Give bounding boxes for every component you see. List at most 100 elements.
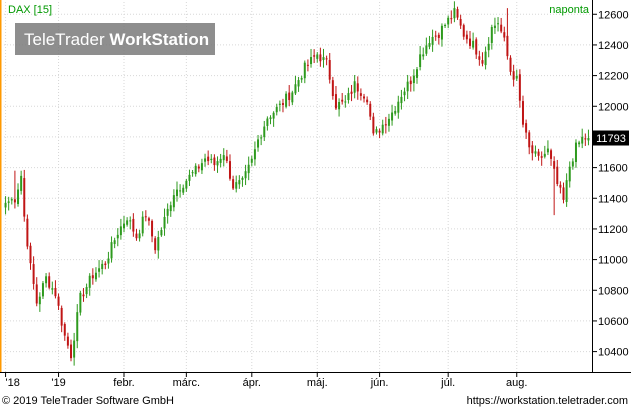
candle-body xyxy=(434,35,437,37)
candle xyxy=(94,267,97,282)
candle xyxy=(394,106,397,116)
candle xyxy=(151,219,154,243)
candle-body xyxy=(182,187,185,193)
candle-body xyxy=(431,36,434,45)
candle-body xyxy=(250,158,253,163)
candle-body xyxy=(116,234,119,239)
candle xyxy=(45,273,48,288)
x-tick-label: febr. xyxy=(113,377,134,389)
candle xyxy=(210,154,213,164)
candle xyxy=(244,164,247,186)
candle-body xyxy=(347,93,350,101)
candle xyxy=(341,92,344,105)
candle-body xyxy=(185,180,188,189)
candle xyxy=(303,60,306,84)
candle-body xyxy=(266,118,269,126)
candle xyxy=(38,292,41,312)
candle xyxy=(204,153,207,167)
candle-body xyxy=(587,138,590,141)
candle xyxy=(550,148,553,166)
candle xyxy=(10,197,13,205)
candle xyxy=(172,189,175,212)
candle xyxy=(328,52,331,84)
candle-body xyxy=(263,126,266,138)
candle-body xyxy=(147,218,150,221)
y-tick-label: 12600 xyxy=(598,9,629,21)
candle-body xyxy=(297,80,300,87)
candle xyxy=(126,217,129,227)
candle-body xyxy=(331,80,334,97)
candle-body xyxy=(525,123,528,133)
candle xyxy=(453,1,456,23)
candle xyxy=(7,196,10,211)
y-tick-label: 12400 xyxy=(598,40,629,52)
candle-body xyxy=(169,205,172,212)
candle xyxy=(391,104,394,126)
candle-body xyxy=(294,84,297,94)
candle-body xyxy=(568,166,571,182)
candle xyxy=(235,175,238,193)
candle xyxy=(518,69,521,108)
candle xyxy=(32,256,35,290)
candle xyxy=(444,23,447,28)
candle-body xyxy=(247,164,250,174)
candle-body xyxy=(553,161,556,169)
candle xyxy=(123,215,126,233)
candle xyxy=(528,130,531,155)
candle-body xyxy=(253,149,256,160)
candle xyxy=(79,290,82,316)
candle-body xyxy=(48,276,51,288)
candle xyxy=(546,140,549,156)
candle-body xyxy=(338,101,341,110)
candle-body xyxy=(82,294,85,297)
candle xyxy=(425,37,428,56)
candle xyxy=(503,26,506,42)
candle-body xyxy=(581,136,584,144)
candle xyxy=(434,30,437,41)
candle-body xyxy=(578,142,581,145)
candle-body xyxy=(57,296,60,306)
candle-body xyxy=(160,229,163,236)
candle xyxy=(322,48,325,68)
candle-body xyxy=(213,157,216,166)
candle-body xyxy=(135,233,138,239)
candle xyxy=(369,101,372,121)
candle-body xyxy=(91,275,94,279)
candle xyxy=(525,119,528,139)
candle xyxy=(278,100,281,112)
grid xyxy=(4,2,592,372)
candle-body xyxy=(543,153,546,157)
candle-body xyxy=(197,166,200,169)
candle xyxy=(119,218,122,240)
y-tick-label: 12000 xyxy=(598,101,629,113)
candle-body xyxy=(475,39,478,55)
candle-body xyxy=(10,199,13,201)
candle xyxy=(300,75,303,83)
candle-body xyxy=(13,199,16,203)
price-tag-box xyxy=(593,130,629,146)
candle xyxy=(188,169,191,187)
candle xyxy=(462,23,465,40)
candle-body xyxy=(459,19,462,26)
candle xyxy=(338,98,341,117)
candle-body xyxy=(63,324,66,336)
candle-body xyxy=(66,336,69,346)
x-tick-label: márc. xyxy=(173,377,201,389)
candle-body xyxy=(562,187,565,200)
candle-body xyxy=(306,64,309,66)
candle xyxy=(135,228,138,241)
candle-body xyxy=(493,25,496,29)
candle xyxy=(260,134,263,146)
candle xyxy=(587,129,590,146)
candle-body xyxy=(194,165,197,175)
y-tick-label: 10400 xyxy=(598,347,629,359)
candle-body xyxy=(503,32,506,38)
candle-body xyxy=(409,80,412,85)
x-tick-label: jún. xyxy=(370,377,389,389)
candle-body xyxy=(384,124,387,126)
candle-body xyxy=(175,189,178,197)
candle xyxy=(378,128,381,139)
candle-body xyxy=(281,103,284,105)
candle-body xyxy=(325,58,328,60)
